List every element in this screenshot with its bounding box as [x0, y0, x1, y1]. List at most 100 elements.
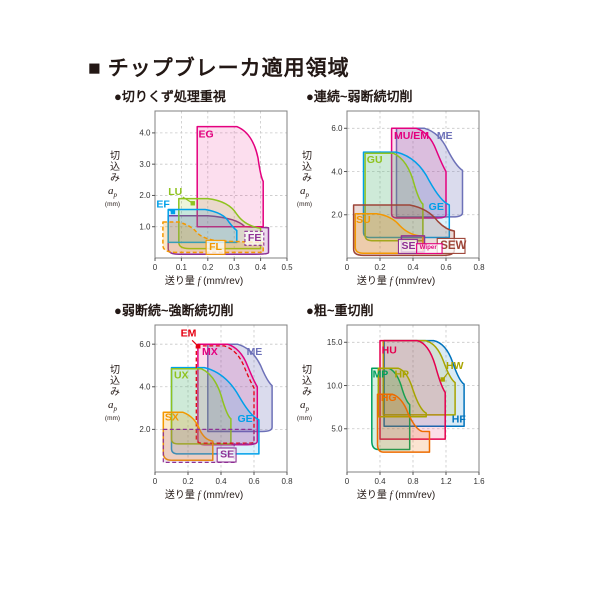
x-tick-label: 0.2	[182, 477, 194, 486]
region-label-ME: ME	[437, 130, 453, 142]
y-tick-label: 4.0	[139, 129, 151, 138]
y-axis-label-unit: (mm)	[296, 414, 313, 422]
region-HG	[376, 393, 431, 453]
y-tick-label: 5.0	[331, 425, 343, 434]
chart-cell-interrupted-cutting: ●弱断続~強断続切削 切込み ap (mm) ME MX GE UX EM SX SE 0 0.…	[104, 300, 304, 501]
region-HP	[377, 367, 427, 418]
axis-ticks: 0 0.1 0.2 0.3 0.4 0.5 1.0 2.0 3.0 4.0	[139, 129, 293, 272]
y-axis-label-kanji: 切込み	[299, 150, 311, 184]
region-EG	[196, 125, 264, 228]
chart-svg-interrupted-cutting: ME MX GE UX EM SX SE 0 0.2 0.4 0.6 0.8 2.0 4.0 6.0	[139, 324, 293, 486]
y-axis-label-symbol: ap	[300, 185, 309, 200]
region-GE	[170, 366, 260, 455]
leader-marker	[196, 344, 201, 349]
y-axis-label-unit: (mm)	[104, 200, 121, 208]
title-square-icon: ■	[88, 57, 102, 80]
leader-marker	[440, 377, 445, 382]
y-tick-label: 10.0	[327, 381, 343, 390]
x-tick-label: 0.2	[202, 263, 214, 272]
region-label-SX: SX	[165, 411, 179, 423]
chart-caption: ●弱断続~強断続切削	[114, 303, 234, 318]
region-EF	[167, 208, 238, 244]
chart-caption: ●連続~弱断続切削	[306, 89, 413, 104]
region-label-SE: SE	[220, 449, 234, 461]
chart-cell-chip-disposal: ●切りくず処理重視 切込み ap (mm) FE EG LU EF FL 0 0.1 0.2 0…	[104, 86, 304, 287]
x-tick-label: 0.6	[440, 263, 452, 272]
region-label-HF: HF	[452, 414, 467, 426]
x-tick-label: 0.8	[407, 477, 419, 486]
x-tick-label: 0.5	[281, 263, 293, 272]
y-tick-label: 2.0	[139, 191, 151, 200]
region-label-HW: HW	[446, 360, 464, 372]
region-UX	[170, 367, 232, 445]
region-label-UX: UX	[174, 369, 189, 381]
region-label-EF: EF	[156, 198, 170, 210]
region-label-LU: LU	[168, 186, 182, 198]
x-tick-label: 0.8	[281, 477, 293, 486]
leader-marker	[170, 209, 176, 215]
x-tick-label: 0.4	[407, 263, 419, 272]
x-tick-label: 0.1	[176, 263, 188, 272]
y-axis-label-kanji: 切込み	[299, 364, 311, 398]
plot-border	[154, 110, 288, 259]
y-axis-label-kanji: 切込み	[107, 364, 119, 398]
region-label-MP: MP	[373, 369, 389, 381]
region-label-EM: EM	[181, 328, 197, 340]
region-label-box-SE	[216, 447, 237, 463]
title-text: チップブレーカ適用領域	[107, 57, 350, 80]
x-tick-label: 0	[153, 263, 158, 272]
y-tick-label: 4.0	[139, 383, 151, 392]
y-axis-label-unit: (mm)	[296, 200, 313, 208]
y-tick-label: 1.0	[139, 223, 151, 232]
region-label-HU: HU	[382, 345, 397, 357]
chart-caption: ●切りくず処理重視	[114, 89, 226, 104]
chart-svg-continuous-cutting: ME MU/EM GE GU SEW SU SE Wiper 0 0.2 0.4 0.6 0.8 2.0 4…	[331, 110, 485, 272]
axis-ticks: 0 0.2 0.4 0.6 0.8 2.0 4.0 6.0	[139, 340, 293, 486]
x-tick-label: 0	[345, 263, 350, 272]
x-tick-label: 0.4	[255, 263, 267, 272]
axis-ticks: 0 0.4 0.8 1.2 1.6 5.0 10.0 15.0	[327, 338, 485, 486]
y-tick-label: 15.0	[327, 338, 343, 347]
y-tick-label: 4.0	[331, 167, 343, 176]
y-tick-label: 2.0	[139, 425, 151, 434]
region-label-HG: HG	[381, 392, 397, 404]
x-tick-label: 0.8	[473, 263, 485, 272]
y-axis-label: 切込み ap (mm)	[296, 104, 313, 272]
region-label-Wiper: Wiper	[420, 244, 438, 251]
region-label-HP: HP	[394, 369, 409, 381]
y-tick-label: 6.0	[139, 340, 151, 349]
chart-cell-rough-heavy-cutting: ●粗~重切削 切込み ap (mm) HF HW HU MP HP HG 0 0.4 0.8 1.…	[296, 300, 496, 501]
region-label-box-Wiper	[416, 243, 443, 254]
x-tick-label: 0.2	[374, 263, 386, 272]
region-label-box-FE	[244, 230, 265, 246]
x-tick-label: 1.6	[473, 477, 485, 486]
region-label-FE: FE	[248, 232, 261, 244]
x-tick-label: 0	[153, 477, 158, 486]
region-label-EG: EG	[199, 129, 214, 141]
region-MP	[371, 367, 411, 451]
y-axis-label: 切込み ap (mm)	[104, 104, 121, 272]
chart-svg-rough-heavy-cutting: HF HW HU MP HP HG 0 0.4 0.8 1.2 1.6 5.0 10.0 15.0	[327, 324, 485, 486]
x-tick-label: 0.4	[215, 477, 227, 486]
axis-ticks: 0 0.2 0.4 0.6 0.8 2.0 4.0 6.0	[331, 124, 485, 272]
region-label-SU: SU	[356, 214, 371, 226]
y-tick-label: 3.0	[139, 160, 151, 169]
region-label-MX: MX	[202, 346, 218, 358]
gridlines	[347, 325, 479, 472]
region-label-SE: SE	[401, 240, 415, 252]
y-axis-label-kanji: 切込み	[107, 150, 119, 184]
region-ME	[207, 343, 273, 433]
x-tick-label: 0.4	[374, 477, 386, 486]
region-LU	[178, 197, 262, 250]
region-GU	[364, 152, 424, 242]
leader-marker	[190, 201, 195, 206]
region-HW	[382, 339, 456, 416]
y-tick-label: 2.0	[331, 211, 343, 220]
x-axis-label: 送り量 f (mm/rev)	[164, 276, 244, 287]
region-label-ME: ME	[247, 346, 263, 358]
region-SX	[162, 411, 214, 462]
region-label-GU: GU	[367, 154, 383, 166]
region-label-FL: FL	[209, 241, 222, 253]
